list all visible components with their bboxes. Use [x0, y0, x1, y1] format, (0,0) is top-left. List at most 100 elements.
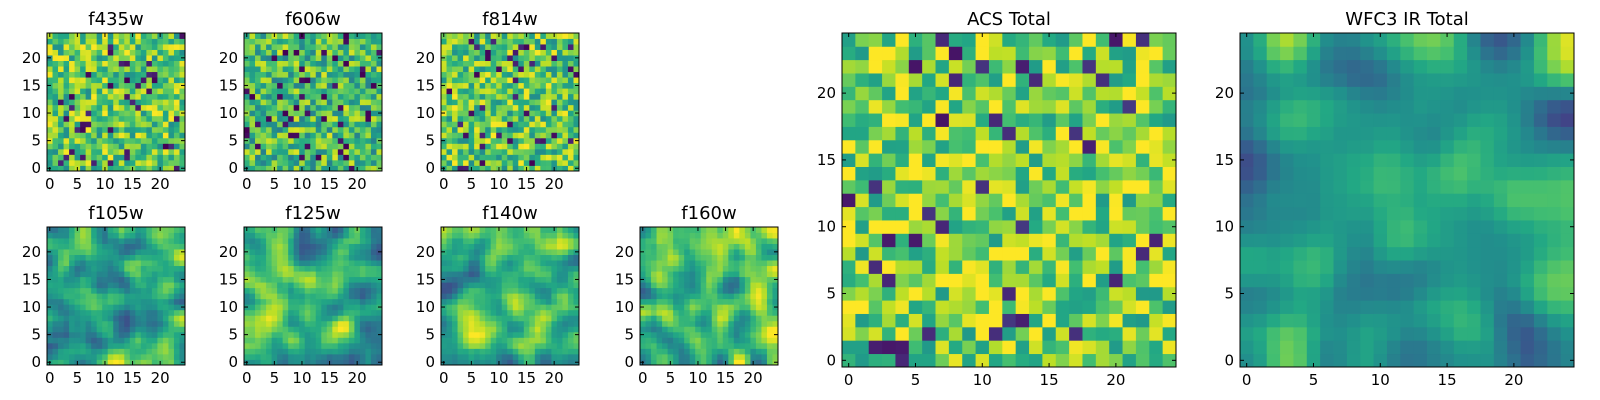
heatmap-cell — [750, 293, 757, 300]
heatmap-cell — [63, 165, 70, 172]
heatmap-cell — [266, 126, 272, 133]
heatmap-cell — [662, 337, 668, 344]
heatmap-cell — [761, 320, 768, 327]
heatmap-cell — [711, 227, 718, 233]
heatmap-cell — [457, 271, 464, 278]
heatmap-cell — [80, 337, 87, 344]
heatmap-cell — [695, 232, 702, 239]
heatmap-cell — [179, 93, 186, 100]
heatmap-cell — [244, 88, 250, 95]
heatmap-cell — [573, 66, 580, 73]
heatmap-cell — [365, 121, 372, 128]
heatmap-cell — [739, 326, 746, 333]
heatmap-cell — [695, 276, 702, 283]
heatmap-cell — [667, 331, 674, 338]
heatmap-cell — [540, 282, 547, 289]
heatmap-cell — [118, 326, 125, 333]
heatmap-cell — [96, 110, 103, 117]
heatmap-cell — [452, 104, 458, 111]
heatmap-cell — [935, 166, 950, 181]
heatmap-cell — [868, 179, 883, 194]
heatmap-cell — [135, 309, 142, 316]
heatmap-cell — [1082, 273, 1097, 288]
heatmap-cell — [855, 340, 870, 355]
heatmap-cell — [80, 66, 87, 73]
x-tick-label: 20 — [545, 175, 564, 193]
heatmap-cell — [562, 88, 569, 95]
heatmap-cell — [711, 348, 718, 355]
heatmap-cell — [975, 300, 990, 314]
heatmap-cell — [507, 326, 514, 333]
heatmap-cell — [562, 265, 569, 272]
heatmap-cell — [315, 265, 322, 272]
heatmap-cell — [102, 265, 109, 272]
heatmap-cell — [359, 287, 366, 294]
heatmap-cell — [96, 132, 103, 139]
heatmap-cell — [523, 49, 530, 56]
heatmap-cell — [567, 71, 574, 78]
heatmap-cell — [562, 55, 569, 61]
heatmap-cell — [545, 254, 552, 261]
heatmap-cell — [744, 282, 751, 289]
heatmap-cell — [446, 232, 453, 239]
heatmap-cell — [370, 331, 377, 338]
heatmap-cell — [96, 249, 103, 255]
heatmap-cell — [80, 353, 87, 360]
heatmap-cell — [63, 82, 70, 89]
heatmap-cell — [673, 276, 680, 283]
heatmap-cell — [146, 238, 153, 244]
heatmap-cell — [348, 115, 355, 122]
heatmap-cell — [662, 271, 668, 278]
heatmap-cell — [85, 304, 92, 311]
heatmap-cell — [277, 159, 284, 166]
heatmap-cell — [545, 143, 552, 150]
heatmap-cell — [173, 238, 180, 244]
heatmap-cell — [315, 315, 322, 322]
heatmap-cell — [162, 126, 169, 133]
heatmap-cell — [293, 132, 300, 139]
heatmap-cell — [321, 232, 328, 239]
heatmap-cell — [457, 71, 464, 78]
heatmap-cell — [479, 110, 486, 117]
heatmap-cell — [518, 298, 525, 305]
heatmap-cell — [441, 326, 447, 333]
heatmap-cell — [512, 159, 519, 166]
heatmap-cell — [512, 77, 519, 84]
heatmap-cell — [343, 304, 350, 311]
heatmap-cell — [326, 260, 333, 267]
heatmap-cell — [124, 60, 131, 67]
heatmap-cell — [96, 359, 103, 366]
heatmap-cell — [91, 326, 98, 333]
heatmap-cell — [321, 77, 328, 84]
heatmap-cell — [249, 232, 256, 239]
heatmap-cell — [107, 320, 114, 327]
heatmap-cell — [91, 165, 98, 172]
heatmap-cell — [479, 60, 486, 67]
heatmap-cell — [446, 44, 453, 50]
heatmap-cell — [728, 260, 735, 267]
heatmap-cell — [266, 298, 272, 305]
heatmap-cell — [463, 33, 469, 39]
heatmap-cell — [855, 153, 870, 167]
heatmap-cell — [695, 243, 702, 250]
heatmap-cell — [326, 353, 333, 360]
heatmap-cell — [545, 154, 552, 161]
heatmap-cell — [354, 238, 361, 244]
heatmap-cell — [518, 71, 525, 78]
heatmap-cell — [523, 148, 530, 155]
heatmap-cell — [496, 115, 503, 122]
heatmap-cell — [118, 342, 125, 349]
heatmap-cell — [162, 88, 169, 95]
heatmap-cell — [761, 315, 768, 322]
heatmap-cell — [359, 249, 366, 255]
heatmap-cell — [315, 44, 322, 50]
heatmap-cell — [474, 71, 481, 78]
heatmap-cell — [452, 309, 458, 316]
heatmap-cell — [1149, 206, 1164, 221]
heatmap-cell — [501, 238, 508, 244]
heatmap-cell — [534, 110, 541, 117]
heatmap-cell — [146, 88, 153, 95]
heatmap-cell — [496, 304, 503, 311]
heatmap-cell — [562, 304, 569, 311]
heatmap-cell — [271, 137, 278, 144]
